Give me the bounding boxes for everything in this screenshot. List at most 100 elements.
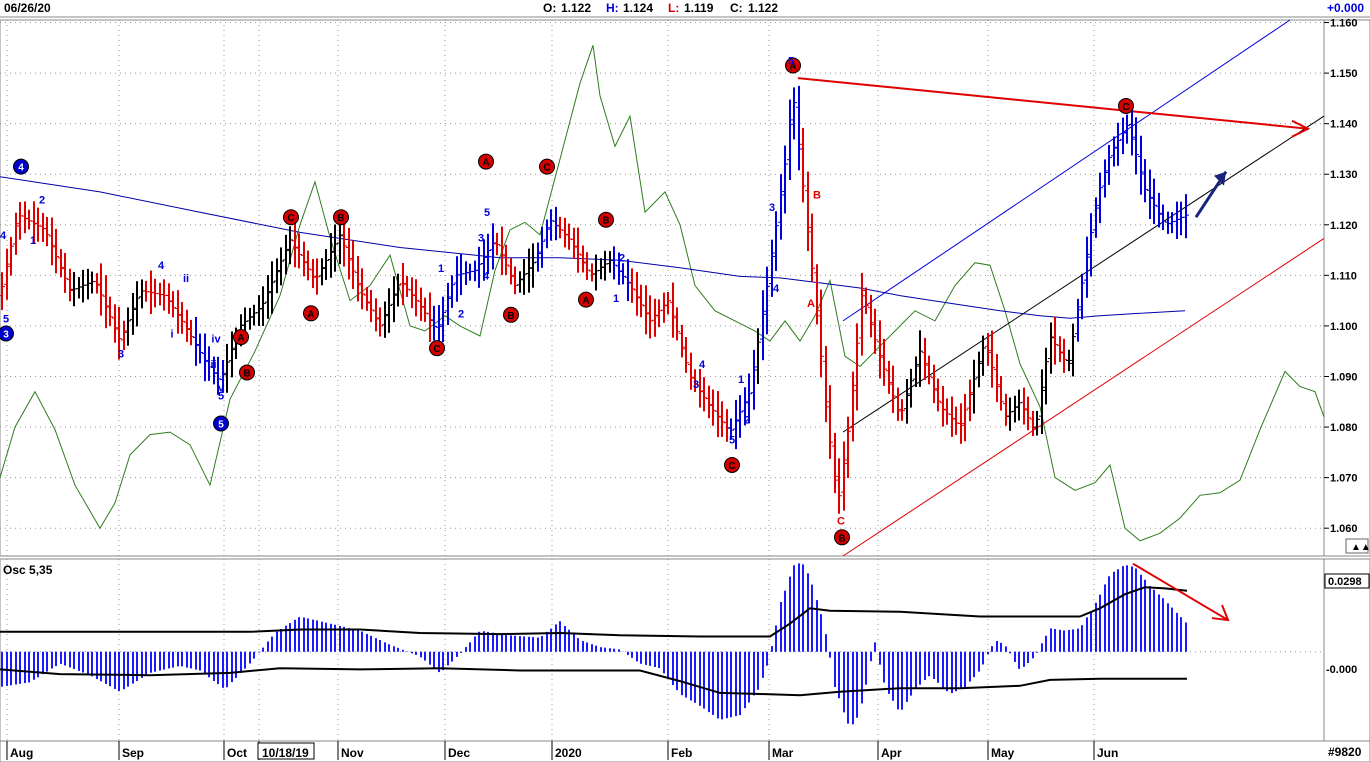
oscillator-histogram [0, 562, 1230, 725]
header-open-label: O: [543, 1, 556, 15]
time-tick-label: Apr [881, 746, 902, 760]
time-tick-label: Oct [227, 746, 247, 760]
panel-scroll-button[interactable] [1345, 538, 1369, 554]
price-tick-label: 1.110 [1330, 270, 1357, 282]
osc-lower-envelope [0, 667, 1187, 697]
wave-count-blue: 4 [158, 260, 165, 272]
wave-circle-red [785, 57, 801, 74]
wave-count-blue: iv [211, 334, 221, 346]
wave-circle-blue [13, 158, 29, 175]
wave-count-red: B [813, 189, 821, 201]
trend-channels [797, 19, 1325, 557]
wave-circle-red [1118, 97, 1134, 114]
channel-upper-line [842, 19, 1291, 322]
wave-count-blue: v [218, 383, 225, 395]
wave-count-blue: 5 [3, 313, 9, 325]
wave-circle-red [478, 153, 494, 170]
wave-count-blue: 3 [118, 349, 124, 361]
bottom-right-label: #9820 [1328, 745, 1362, 759]
wave-circle-red-label: A [307, 309, 314, 320]
wave-count-blue: 4 [773, 283, 780, 295]
price-tick-label: 1.090 [1330, 371, 1358, 383]
header-high-value: 1.124 [623, 1, 653, 15]
wave-circle-blue-label: 5 [218, 420, 224, 431]
osc-label: Osc 5,35 [3, 563, 53, 577]
wave-count-blue: 4 [483, 270, 490, 282]
wave-circle-red [239, 364, 255, 381]
projection-arrowhead [1214, 171, 1226, 186]
time-tick-label: Feb [671, 746, 692, 760]
price-tick-label: 1.160 [1330, 18, 1358, 30]
osc-axis-bg [1323, 558, 1370, 742]
osc-zero-label: -0.000 [1326, 664, 1357, 676]
wave-circle-red [283, 209, 299, 226]
price-axis-bg [1323, 19, 1370, 557]
time-tick-label: 2020 [555, 746, 582, 760]
osc-current-value: 0.0298 [1328, 576, 1362, 588]
header-close-label: C: [730, 1, 743, 15]
wave-count-blue: iii [207, 359, 216, 371]
time-tick-label: May [991, 746, 1015, 760]
wave-count-blue: 1 [30, 235, 36, 247]
wave-circle-red-label: B [507, 311, 514, 322]
time-tick-label: Jun [1097, 746, 1118, 760]
ma-line [0, 176, 1186, 319]
osc-divergence-arrowhead [1211, 604, 1230, 622]
osc-divergence-arrow [1132, 562, 1229, 621]
header-high-label: H: [606, 1, 619, 15]
price-tick-label: 1.130 [1330, 169, 1358, 181]
price-tick-label: 1.150 [1330, 68, 1358, 80]
wave-circle-red-label: A [789, 62, 796, 73]
wave-circle-red [724, 456, 740, 473]
wave-circle-blue [213, 415, 229, 432]
channel-middle-line [842, 115, 1325, 433]
osc-panel-frame [0, 558, 1325, 742]
red-trendline [797, 77, 1309, 130]
time-tick-label: Aug [10, 746, 33, 760]
wave-circle-red-label: C [433, 344, 440, 355]
wave-count-blue: 1 [438, 263, 444, 275]
wave-count-blue: 1 [738, 374, 744, 386]
wave-circle-red [233, 329, 249, 346]
wave-count-blue: 4 [699, 359, 706, 371]
wave-circle-red-label: C [543, 163, 550, 174]
wave-circle-blue-label: 4 [18, 163, 24, 174]
wave-labels: ACA CC B BA BAABCCB43521454iii3iviiiv5125342… [0, 55, 1134, 546]
wave-count-blue: 5 [729, 435, 735, 447]
osc-upper-envelope [0, 586, 1188, 638]
wave-circle-red [503, 306, 519, 323]
time-tick-label: 10/18/19 [262, 746, 309, 760]
wave-circle-red [539, 158, 555, 175]
wave-count-blue: 3 [693, 379, 699, 391]
price-axis-ticks: 1.160 1.150 1.140 1.130 1.120 1.110 1.100 1.090… [1324, 18, 1358, 535]
wave-circle-red-label: A [482, 158, 489, 169]
header-open-value: 1.122 [561, 1, 591, 15]
wave-circle-red [834, 529, 850, 546]
osc-value-box [1324, 573, 1370, 589]
channel-lower-line [842, 238, 1325, 557]
header-change: +0.000 [1327, 1, 1364, 15]
wave-circle-red [303, 305, 319, 322]
wave-circle-red-label: C [728, 461, 735, 472]
wave-count-blue: 4 [0, 230, 7, 242]
date-cursor-box [257, 742, 315, 760]
wave-circle-red [429, 340, 445, 357]
price-tick-label: 1.140 [1330, 119, 1358, 131]
wave-count-blue: 2 [39, 195, 45, 207]
header-low-label: L: [668, 1, 679, 15]
wave-circle-red-label: B [838, 533, 845, 544]
wave-count-blue: 2 [744, 414, 750, 426]
price-bars [0, 85, 1189, 514]
wave-circle-blue-label: 3 [3, 330, 9, 341]
time-tick-label: Nov [341, 746, 364, 760]
wave-count-blue: 5 [218, 391, 224, 403]
wave-circle-red-label: A [582, 296, 589, 307]
header-close-value: 1.122 [748, 1, 778, 15]
price-tick-label: 1.080 [1330, 422, 1358, 434]
price-tick-label: 1.120 [1330, 220, 1358, 232]
wave-count-red: C [837, 516, 845, 528]
wave-count-red: A [807, 298, 815, 310]
wave-circle-red-label: C [1122, 102, 1129, 113]
time-tick-label: Mar [772, 746, 794, 760]
